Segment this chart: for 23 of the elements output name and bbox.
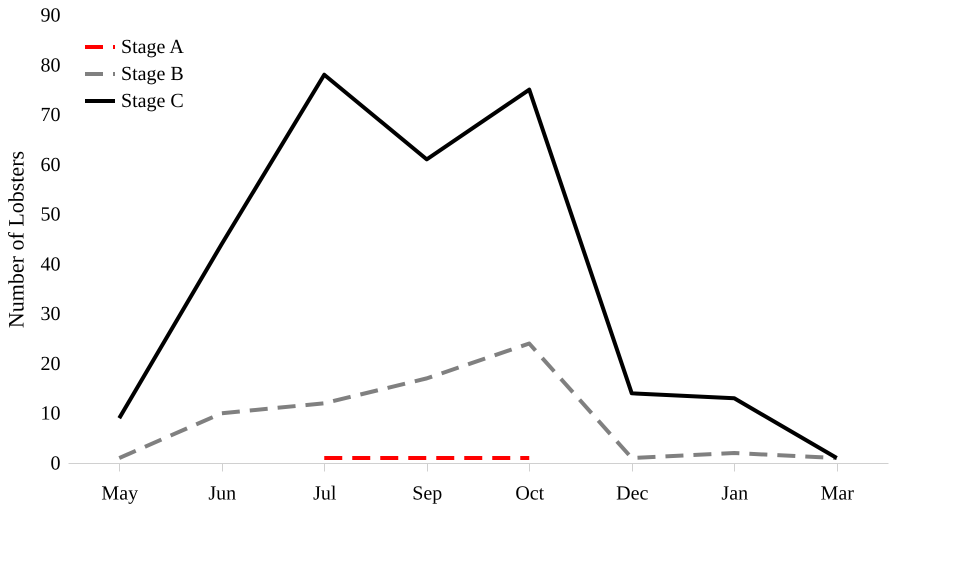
x-tick-label: May — [101, 482, 138, 504]
line-series — [117, 342, 839, 460]
legend-label: Stage B — [121, 63, 184, 85]
y-tick-label: 30 — [40, 303, 60, 326]
x-tick-label: Sep — [412, 482, 442, 504]
y-tick-label: 60 — [40, 154, 60, 176]
y-tick-label: 70 — [40, 104, 60, 126]
y-tick-label: 40 — [40, 253, 60, 276]
y-tick-label: 20 — [40, 352, 60, 375]
y-tick-label: 90 — [40, 4, 60, 26]
x-tick-label: Jun — [208, 482, 236, 504]
legend-label: Stage A — [121, 36, 184, 58]
x-tick-label: Jan — [721, 482, 748, 504]
y-tick-label: 50 — [40, 204, 60, 226]
y-tick-label: 10 — [40, 402, 60, 425]
legend-label: Stage C — [121, 90, 184, 112]
x-tick-label: Jul — [313, 482, 337, 504]
y-tick-label: 80 — [40, 54, 60, 76]
x-tick-label: Oct — [515, 482, 545, 504]
y-tick-label: 0 — [50, 452, 60, 474]
x-tick-label: Mar — [820, 482, 854, 504]
y-axis-title: Number of Lobsters — [4, 150, 28, 328]
x-tick-label: Dec — [616, 482, 648, 504]
